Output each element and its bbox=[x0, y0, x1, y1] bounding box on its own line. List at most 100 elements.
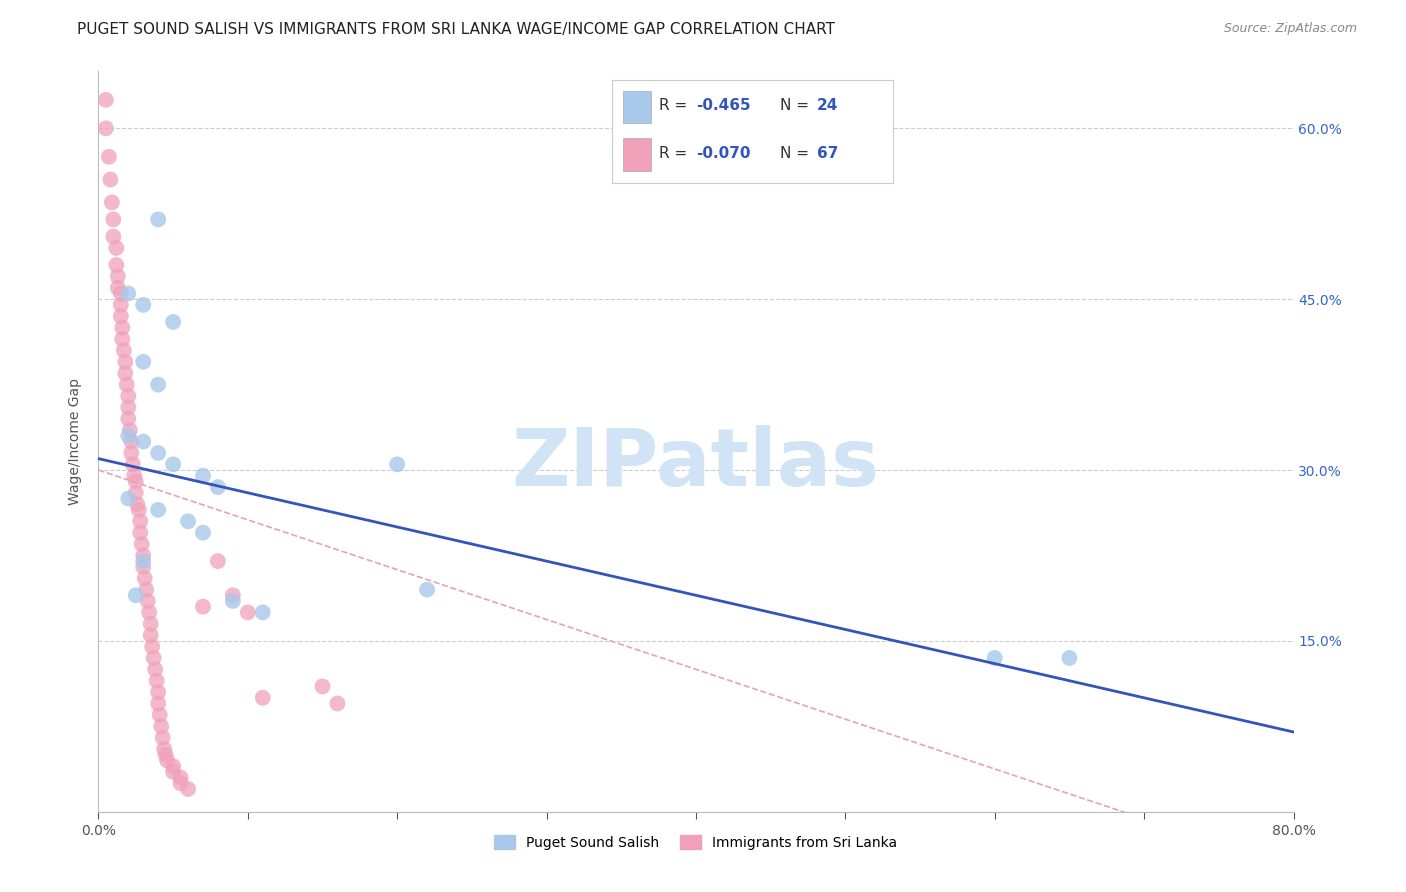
Point bbox=[132, 355, 155, 369]
Text: 67: 67 bbox=[817, 145, 838, 161]
Point bbox=[125, 485, 148, 500]
Text: 24: 24 bbox=[817, 98, 838, 113]
Point bbox=[1059, 651, 1081, 665]
Point bbox=[103, 229, 125, 244]
Point bbox=[131, 537, 153, 551]
Text: Source: ZipAtlas.com: Source: ZipAtlas.com bbox=[1223, 22, 1357, 36]
Point bbox=[117, 429, 139, 443]
Point bbox=[117, 491, 139, 506]
Point bbox=[150, 719, 173, 733]
Point bbox=[207, 554, 229, 568]
Point bbox=[110, 286, 132, 301]
Point bbox=[156, 754, 179, 768]
Point bbox=[94, 121, 117, 136]
Point bbox=[177, 781, 200, 796]
Point bbox=[103, 212, 125, 227]
Point bbox=[148, 377, 170, 392]
Point bbox=[105, 241, 128, 255]
Text: ZIPatlas: ZIPatlas bbox=[512, 425, 880, 503]
Point bbox=[132, 554, 155, 568]
Point bbox=[121, 458, 143, 472]
Point bbox=[142, 651, 165, 665]
Point bbox=[984, 651, 1007, 665]
Text: N =: N = bbox=[780, 98, 814, 113]
Point bbox=[191, 525, 214, 540]
Text: R =: R = bbox=[659, 98, 693, 113]
Point bbox=[117, 411, 139, 425]
Point bbox=[129, 514, 152, 528]
Point bbox=[207, 480, 229, 494]
Bar bbox=[623, 137, 651, 170]
Point bbox=[105, 258, 128, 272]
Point bbox=[114, 366, 136, 380]
Text: PUGET SOUND SALISH VS IMMIGRANTS FROM SRI LANKA WAGE/INCOME GAP CORRELATION CHAR: PUGET SOUND SALISH VS IMMIGRANTS FROM SR… bbox=[77, 22, 835, 37]
Point bbox=[177, 514, 200, 528]
Point bbox=[120, 434, 142, 449]
Point bbox=[148, 446, 170, 460]
Point bbox=[236, 606, 259, 620]
Point bbox=[153, 742, 176, 756]
Point bbox=[111, 320, 134, 334]
Point bbox=[111, 332, 134, 346]
Point bbox=[143, 662, 166, 676]
Text: -0.465: -0.465 bbox=[696, 98, 751, 113]
Point bbox=[125, 475, 148, 489]
Point bbox=[132, 298, 155, 312]
Point bbox=[114, 355, 136, 369]
Point bbox=[222, 588, 245, 602]
Point bbox=[101, 195, 124, 210]
Point bbox=[311, 680, 333, 694]
Point bbox=[138, 606, 160, 620]
Point bbox=[139, 616, 162, 631]
Point bbox=[128, 503, 150, 517]
Point bbox=[132, 559, 155, 574]
Point bbox=[118, 423, 141, 437]
Point bbox=[136, 594, 159, 608]
Point bbox=[117, 286, 139, 301]
Point bbox=[222, 594, 245, 608]
Point bbox=[148, 697, 170, 711]
Point bbox=[117, 401, 139, 415]
Bar bbox=[623, 91, 651, 123]
Point bbox=[191, 599, 214, 614]
Point bbox=[155, 747, 177, 762]
Point bbox=[132, 434, 155, 449]
Point bbox=[107, 269, 129, 284]
Point bbox=[148, 503, 170, 517]
Y-axis label: Wage/Income Gap: Wage/Income Gap bbox=[69, 378, 83, 505]
Point bbox=[125, 588, 148, 602]
Point bbox=[107, 281, 129, 295]
Point bbox=[162, 458, 184, 472]
Point bbox=[145, 673, 167, 688]
Point bbox=[117, 389, 139, 403]
Point bbox=[148, 685, 170, 699]
Point bbox=[385, 458, 409, 472]
Point bbox=[112, 343, 135, 358]
Point bbox=[129, 525, 152, 540]
Point bbox=[120, 446, 142, 460]
Point bbox=[252, 606, 274, 620]
Point bbox=[416, 582, 439, 597]
Point bbox=[141, 640, 163, 654]
Point bbox=[148, 212, 170, 227]
Point bbox=[162, 764, 184, 779]
Point bbox=[152, 731, 174, 745]
Point bbox=[191, 468, 214, 483]
Point bbox=[149, 707, 172, 722]
Text: -0.070: -0.070 bbox=[696, 145, 751, 161]
Point bbox=[135, 582, 157, 597]
Point bbox=[115, 377, 138, 392]
Text: R =: R = bbox=[659, 145, 693, 161]
Point bbox=[162, 315, 184, 329]
Point bbox=[98, 172, 122, 186]
Point bbox=[326, 697, 349, 711]
Legend: Puget Sound Salish, Immigrants from Sri Lanka: Puget Sound Salish, Immigrants from Sri … bbox=[488, 828, 904, 856]
Point bbox=[169, 776, 191, 790]
Point bbox=[134, 571, 156, 585]
Point bbox=[252, 690, 274, 705]
Point bbox=[97, 150, 120, 164]
Point bbox=[127, 497, 149, 511]
Point bbox=[132, 549, 155, 563]
Point bbox=[169, 771, 191, 785]
Point bbox=[124, 468, 146, 483]
